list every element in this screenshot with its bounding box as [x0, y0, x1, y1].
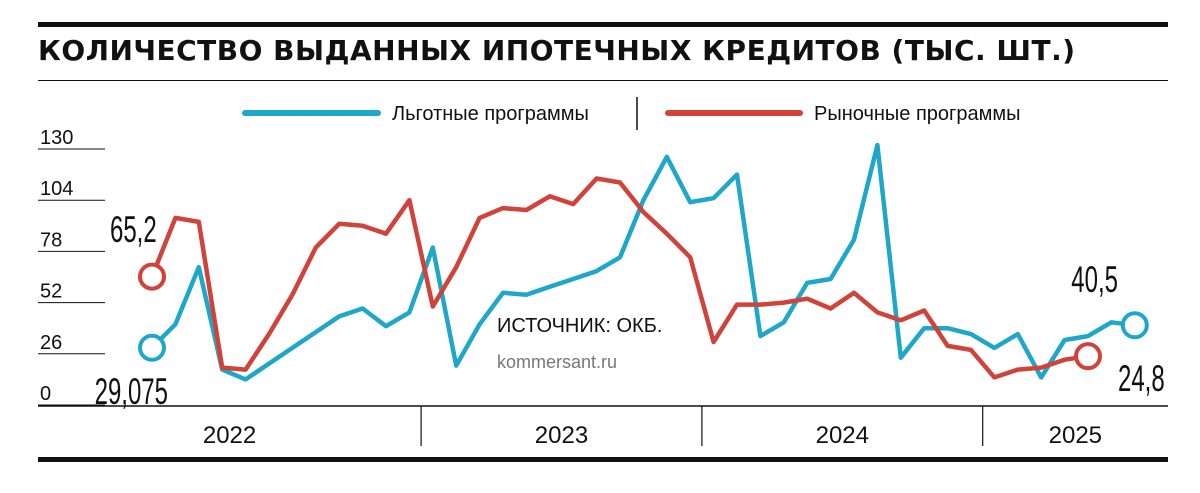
series-line-0	[149, 142, 1138, 382]
callout-market-end: 24,8	[1118, 358, 1165, 400]
x-axis: 2022 2023 2024 2025	[38, 405, 1168, 449]
bottom-rule	[38, 457, 1168, 462]
callout-preferential-start: 29,075	[95, 371, 168, 413]
start-marker-1	[138, 262, 166, 291]
top-rule	[38, 22, 1168, 27]
year-label: 2024	[816, 422, 869, 449]
series-layer: 65,2 29,075 40,5 24,8	[95, 142, 1165, 413]
y-tick-label: 26	[40, 332, 62, 354]
y-tick-label: 130	[40, 127, 73, 149]
legend-label-market: Рыночные программы	[814, 103, 1020, 125]
callout-preferential-end: 40,5	[1071, 259, 1118, 301]
legend: Льготные программы Рыночные программы	[242, 97, 1020, 130]
callout-market-start: 65,2	[110, 209, 157, 251]
end-marker-1	[1074, 342, 1102, 371]
chart-title: КОЛИЧЕСТВО ВЫДАННЫХ ИПОТЕЧНЫХ КРЕДИТОВ (…	[38, 34, 1076, 67]
y-tick-label: 52	[40, 281, 62, 303]
year-label: 2023	[535, 422, 588, 449]
y-tick-label: 78	[40, 229, 62, 251]
start-marker-0	[138, 333, 166, 362]
legend-label-preferential: Льготные программы	[392, 103, 589, 125]
site-credit: kommersant.ru	[497, 352, 617, 372]
y-tick-label: 104	[40, 178, 73, 200]
year-label: 2025	[1049, 422, 1102, 449]
y-tick-label: 0	[40, 383, 51, 405]
end-marker-0	[1120, 311, 1149, 340]
year-label: 2022	[203, 422, 256, 449]
series-line-1	[149, 176, 1091, 380]
title-rule	[38, 80, 1168, 81]
y-axis: 0 26 52 78 104 130	[38, 127, 105, 406]
source-note: ИСТОЧНИК: ОКБ.	[497, 315, 662, 337]
